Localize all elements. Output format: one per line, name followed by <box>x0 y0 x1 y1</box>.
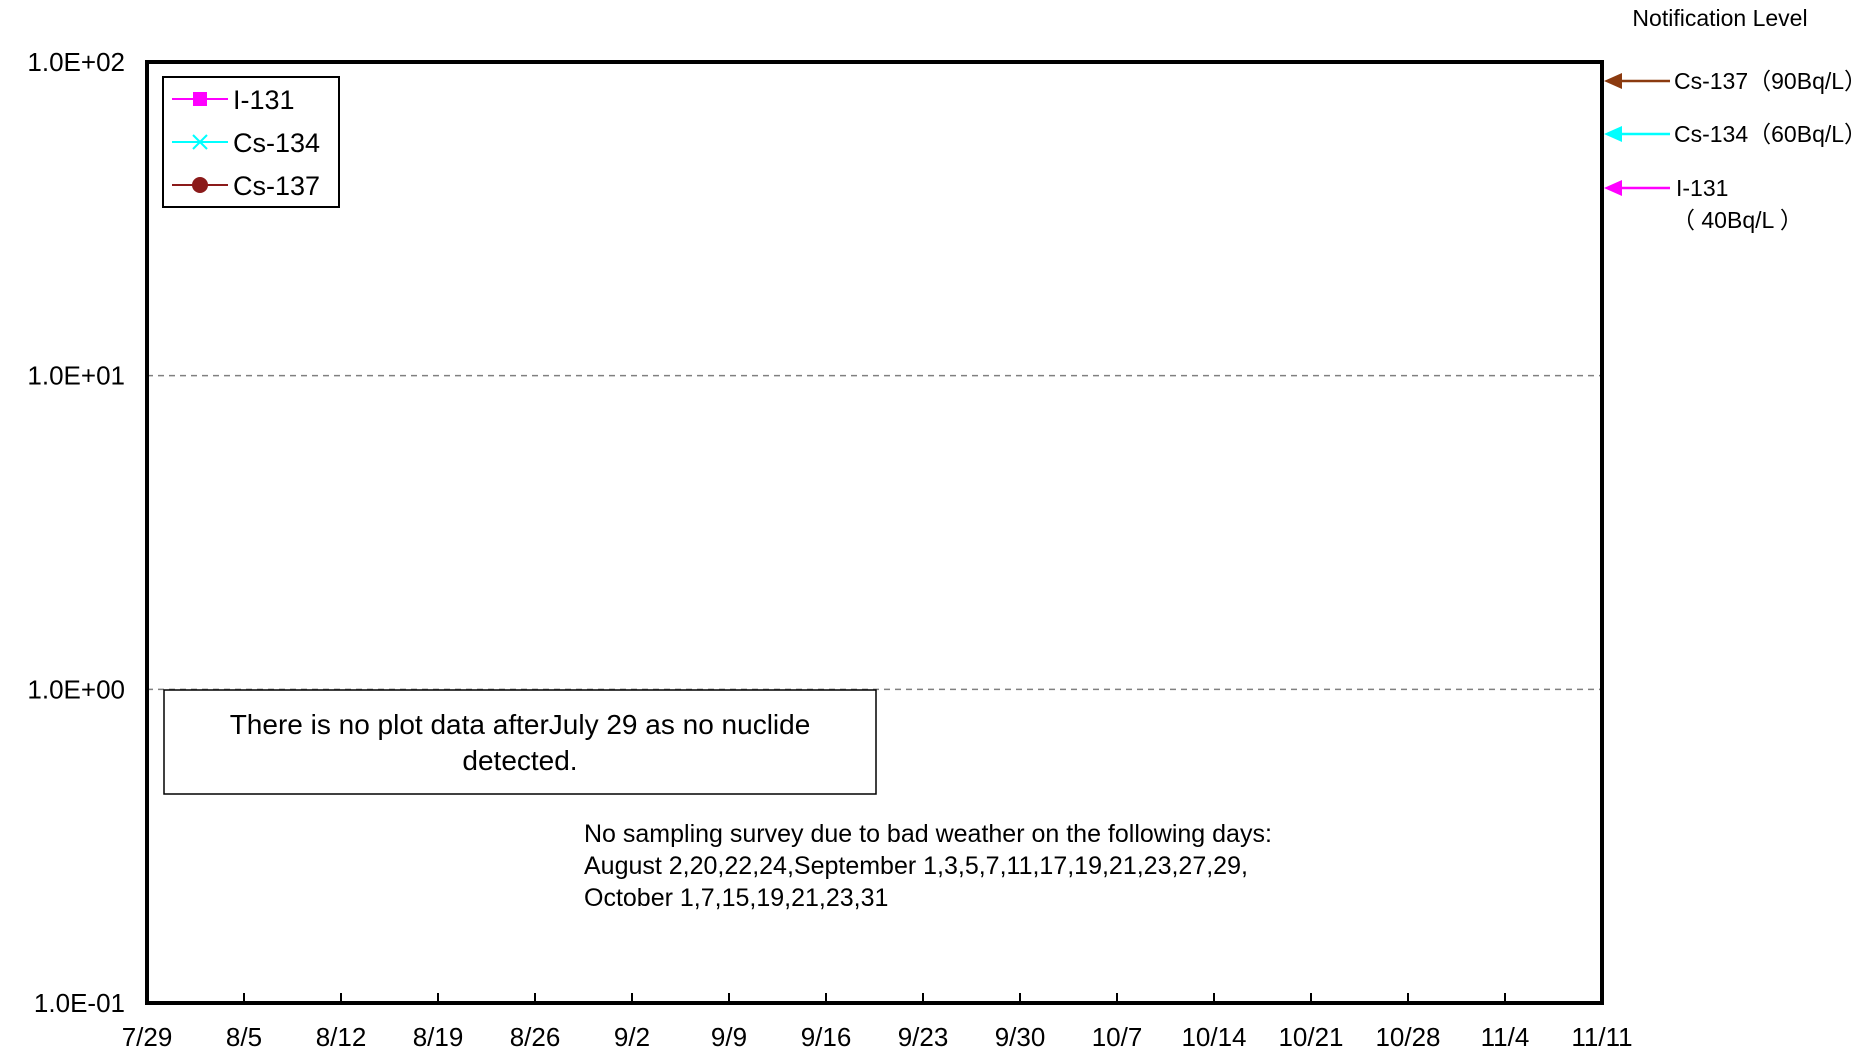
y-tick-label: 1.0E-01 <box>34 988 125 1018</box>
x-tick-label: 10/7 <box>1092 1022 1143 1052</box>
notification-i131: I-131 （ 40Bq/L ） <box>1604 175 1803 233</box>
legend-label-cs134: Cs-134 <box>233 128 320 158</box>
x-tick-label: 8/19 <box>413 1022 464 1052</box>
no-data-annotation: There is no plot data afterJuly 29 as no… <box>163 689 877 795</box>
y-tick-label: 1.0E+02 <box>27 47 125 77</box>
x-tick-label: 8/12 <box>316 1022 367 1052</box>
y-tick-label: 1.0E+00 <box>27 674 125 704</box>
notification-levels: Notification Level Cs-137（90Bq/L） Cs-134… <box>1604 5 1865 233</box>
legend: I-131 Cs-134 Cs-137 <box>162 76 340 208</box>
no-sampling-line-3: October 1,7,15,19,21,23,31 <box>584 884 888 912</box>
notification-level-heading: Notification Level <box>1632 5 1807 31</box>
x-tick-label: 10/21 <box>1278 1022 1343 1052</box>
notification-cs134: Cs-134（60Bq/L） <box>1604 121 1865 147</box>
legend-label-i131: I-131 <box>233 85 295 115</box>
x-tick-label: 9/23 <box>898 1022 949 1052</box>
legend-label-cs137: Cs-137 <box>233 171 320 201</box>
x-tick-label: 9/2 <box>614 1022 650 1052</box>
no-sampling-note: No sampling survey due to bad weather on… <box>584 820 1272 912</box>
x-tick-label: 10/28 <box>1375 1022 1440 1052</box>
notification-cs137: Cs-137（90Bq/L） <box>1604 68 1865 94</box>
legend-marker-cs137 <box>192 177 208 193</box>
x-tick-label: 7/29 <box>122 1022 173 1052</box>
x-tick-label: 9/16 <box>801 1022 852 1052</box>
x-tick-label: 10/14 <box>1181 1022 1246 1052</box>
arrow-head-i131 <box>1604 180 1622 196</box>
x-tick-label: 11/11 <box>1571 1022 1632 1052</box>
x-tick-label: 9/9 <box>711 1022 747 1052</box>
x-axis: 7/29 8/5 8/12 8/19 8/26 9/2 9/9 9/16 9/23 9/30 10/… <box>122 993 1633 1052</box>
legend-marker-cs134 <box>192 134 208 150</box>
plot-area-frame <box>145 60 1604 1005</box>
no-sampling-line-2: August 2,20,22,24,September 1,3,5,7,11,1… <box>584 852 1248 880</box>
y-tick-label: 1.0E+01 <box>27 361 125 391</box>
no-data-line-2: detected. <box>462 745 577 776</box>
y-axis: 1.0E+02 1.0E+01 1.0E+00 1.0E-01 <box>27 47 125 1018</box>
notification-label-cs137: Cs-137（90Bq/L） <box>1674 68 1865 94</box>
notification-label-i131-value: （ 40Bq/L ） <box>1672 207 1803 233</box>
legend-marker-i131 <box>193 92 207 106</box>
grid-lines <box>147 374 1602 691</box>
x-tick-label: 11/4 <box>1481 1022 1530 1052</box>
no-sampling-line-1: No sampling survey due to bad weather on… <box>584 820 1272 848</box>
x-tick-label: 8/26 <box>510 1022 561 1052</box>
x-tick-label: 8/5 <box>226 1022 262 1052</box>
notification-label-cs134: Cs-134（60Bq/L） <box>1674 121 1865 147</box>
arrow-head-cs137 <box>1604 73 1622 89</box>
no-data-box <box>163 689 877 795</box>
notification-label-i131: I-131 <box>1676 175 1728 201</box>
arrow-head-cs134 <box>1604 126 1622 142</box>
no-data-line-1: There is no plot data afterJuly 29 as no… <box>230 709 811 740</box>
x-tick-label: 9/30 <box>995 1022 1046 1052</box>
